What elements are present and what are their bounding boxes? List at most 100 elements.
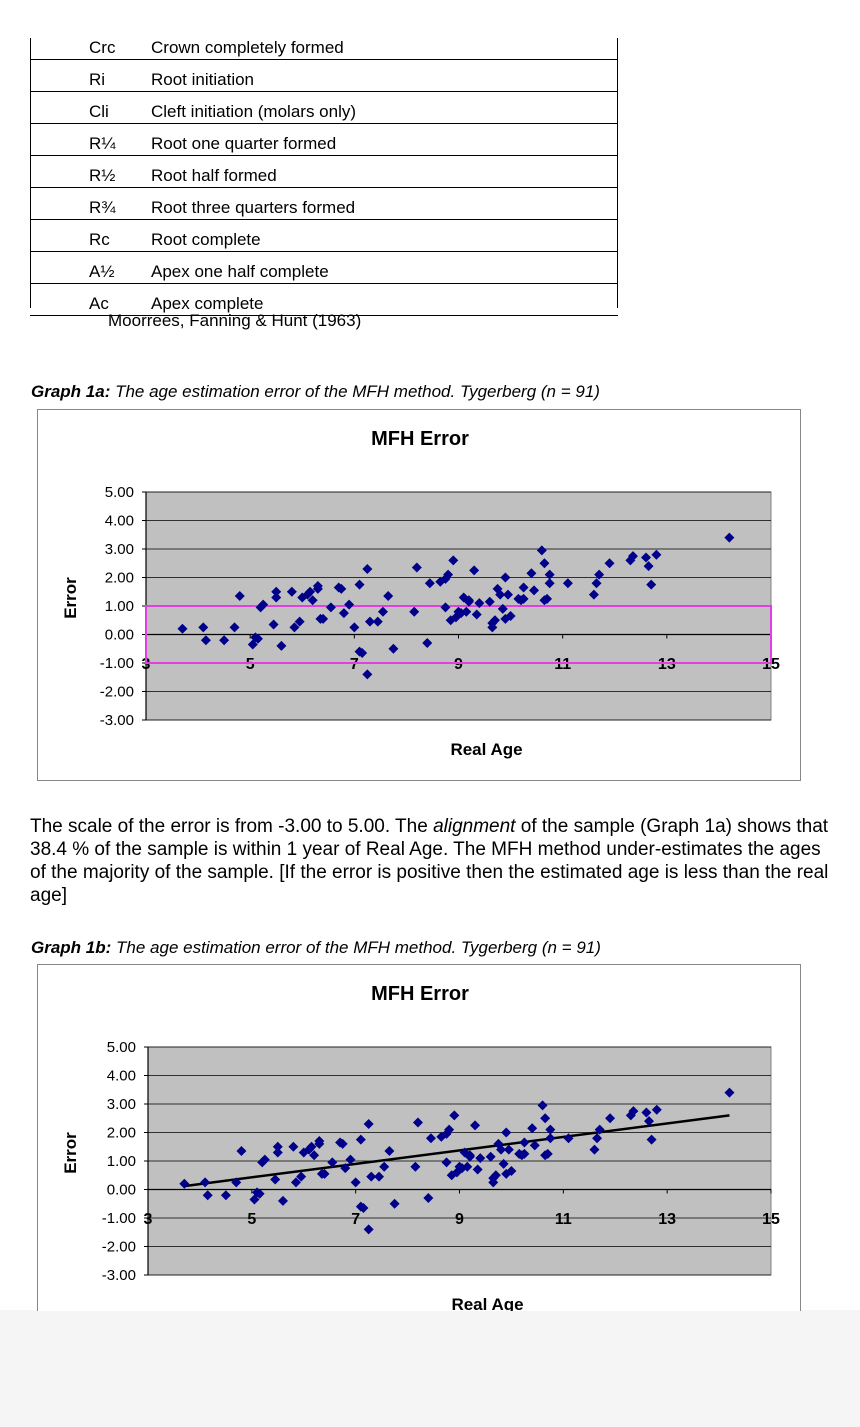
within-one-year-band — [145, 605, 772, 664]
y-tick-label: 1.00 — [105, 598, 134, 615]
data-point — [643, 561, 654, 572]
stage-description: Root three quarters formed — [151, 198, 356, 217]
x-tick-label: 15 — [762, 656, 780, 673]
data-point — [389, 1198, 400, 1209]
data-point — [627, 551, 638, 562]
data-point — [298, 1147, 309, 1158]
data-point — [319, 1168, 330, 1179]
data-point — [469, 565, 480, 576]
stage-code: Rc — [89, 230, 110, 249]
data-point — [377, 606, 388, 617]
x-tick-label: 3 — [142, 656, 151, 673]
stage-description: Cleft initiation (molars only) — [151, 102, 357, 121]
data-point — [271, 592, 282, 603]
body-paragraph: The scale of the error is from -3.00 to … — [30, 815, 840, 907]
data-point — [177, 623, 188, 634]
data-point — [302, 589, 313, 600]
data-point — [314, 1136, 325, 1147]
data-point — [540, 1113, 551, 1124]
data-point — [409, 606, 420, 617]
data-point — [363, 1118, 374, 1129]
trendline — [184, 1114, 730, 1188]
data-point — [247, 639, 258, 650]
data-point — [458, 592, 469, 603]
data-point — [646, 1134, 657, 1145]
data-point — [276, 640, 287, 651]
data-point — [461, 606, 472, 617]
y-tick-label: 0.00 — [107, 1182, 136, 1199]
stage-row: R¼ Root one quarter formed — [30, 124, 618, 156]
data-point — [485, 1151, 496, 1162]
data-point — [527, 1123, 538, 1134]
data-point — [542, 1148, 553, 1159]
data-point — [384, 1146, 395, 1157]
data-point — [312, 581, 323, 592]
data-point — [231, 1177, 242, 1188]
data-point — [519, 1148, 530, 1159]
stage-description: Apex complete — [151, 294, 264, 313]
data-point — [337, 1138, 348, 1149]
data-point — [354, 579, 365, 590]
x-tick-label: 3 — [144, 1211, 153, 1228]
data-point — [563, 1133, 574, 1144]
data-point — [484, 596, 495, 607]
data-point — [453, 606, 464, 617]
data-point — [605, 1113, 616, 1124]
y-tick-label: -3.00 — [102, 1267, 136, 1284]
data-point — [288, 1141, 299, 1152]
para-emphasis: alignment — [433, 816, 516, 837]
para-part-2: of the sample (Graph 1a) shows that 38.4… — [30, 816, 829, 906]
x-tick-label: 5 — [247, 1211, 256, 1228]
x-axis-label: Real Age — [450, 740, 522, 759]
data-point — [198, 622, 209, 633]
stage-row: Ac Apex complete — [30, 284, 618, 316]
data-point — [454, 1161, 465, 1172]
data-point — [489, 615, 500, 626]
x-tick-label: 9 — [454, 656, 463, 673]
graph-1b-caption: Graph 1b: The age estimation error of th… — [31, 938, 601, 958]
data-point — [537, 1100, 548, 1111]
data-point — [441, 1157, 452, 1168]
data-point — [289, 622, 300, 633]
data-point — [336, 583, 347, 594]
data-point — [179, 1178, 190, 1189]
y-tick-label: -3.00 — [100, 712, 134, 729]
data-point — [309, 1150, 320, 1161]
graph-1b-caption-text: The age estimation error of the MFH meth… — [111, 938, 601, 957]
x-tick-label: 13 — [658, 1211, 676, 1228]
stage-description: Root half formed — [151, 166, 277, 185]
data-point — [503, 1144, 514, 1155]
data-point — [497, 603, 508, 614]
y-tick-label: 2.00 — [107, 1125, 136, 1142]
data-point — [492, 583, 503, 594]
data-point — [294, 616, 305, 627]
data-point — [236, 1146, 247, 1157]
data-point — [349, 622, 360, 633]
data-point — [651, 1104, 662, 1115]
data-point — [363, 1224, 374, 1235]
stage-description: Root complete — [151, 230, 261, 249]
y-tick-label: 2.00 — [105, 570, 134, 587]
y-tick-label: -2.00 — [100, 684, 134, 701]
data-point — [422, 638, 433, 649]
stage-row: Cli Cleft initiation (molars only) — [30, 92, 618, 124]
table-right-border — [617, 38, 618, 308]
data-point — [589, 1144, 600, 1155]
stage-row: Ri Root initiation — [30, 60, 618, 92]
data-point — [220, 1190, 231, 1201]
graph-1b-chart: MFH Error 5.00 4.00 3.00 2.00 1.00 0.00 -1.00 -2… — [37, 964, 801, 1311]
data-point — [646, 579, 657, 590]
y-tick-label: 4.00 — [105, 513, 134, 530]
data-point — [234, 591, 245, 602]
data-point — [366, 1171, 377, 1182]
data-point — [252, 633, 263, 644]
data-point — [500, 572, 511, 583]
chart-title: MFH Error — [371, 983, 469, 1005]
y-axis-label: Error — [61, 1132, 80, 1174]
data-point — [498, 1158, 509, 1169]
data-point — [254, 1188, 265, 1199]
data-point — [588, 589, 599, 600]
graph-1a-svg: MFH Error 5.00 4.00 3.00 2.00 1.00 0.00 -1.00 -2… — [61, 428, 780, 759]
data-point — [411, 562, 422, 573]
data-point — [219, 635, 230, 646]
